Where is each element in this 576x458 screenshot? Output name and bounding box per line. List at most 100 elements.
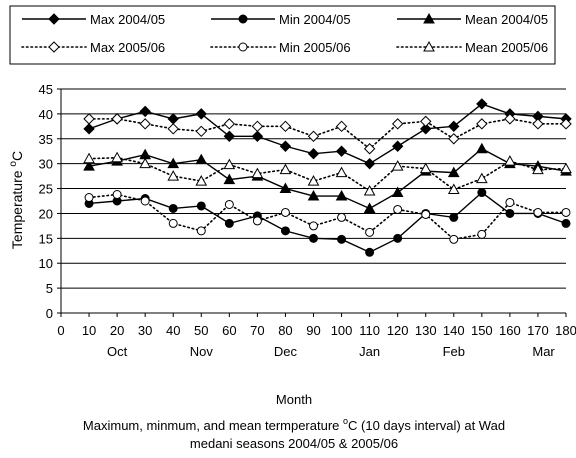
data-point bbox=[167, 123, 179, 135]
data-point bbox=[139, 157, 152, 169]
data-point bbox=[307, 148, 320, 160]
data-point bbox=[168, 218, 178, 228]
legend-marker bbox=[423, 40, 435, 52]
x-tick-label: 130 bbox=[415, 323, 437, 338]
data-point bbox=[363, 202, 376, 213]
legend: Max 2004/05 Min 2004/05 Mean 2004/05 Max 20… bbox=[21, 12, 548, 55]
x-tick-label: 40 bbox=[166, 323, 180, 338]
x-tick-label: 140 bbox=[443, 323, 465, 338]
series-line bbox=[88, 191, 567, 254]
legend-label: Max 2004/05 bbox=[90, 12, 165, 27]
series-1 bbox=[84, 188, 571, 257]
data-point bbox=[447, 183, 460, 195]
legend-item: Mean 2005/06 bbox=[396, 40, 548, 55]
legend-marker bbox=[238, 42, 248, 52]
data-point bbox=[391, 118, 404, 130]
data-point bbox=[280, 207, 290, 217]
data-point bbox=[448, 133, 460, 145]
data-point bbox=[224, 218, 234, 228]
data-point bbox=[309, 221, 318, 231]
y-tick-label: 10 bbox=[39, 256, 53, 271]
y-axis-title: Temperature oC bbox=[8, 151, 25, 249]
x-tick-label: 150 bbox=[471, 323, 493, 338]
series-line bbox=[88, 118, 567, 150]
data-point bbox=[477, 188, 487, 198]
data-point bbox=[307, 130, 320, 142]
data-point bbox=[447, 166, 460, 178]
x-tick-label: 80 bbox=[278, 323, 292, 338]
data-point bbox=[363, 185, 376, 196]
series-line bbox=[88, 103, 567, 165]
x-tick-label: 120 bbox=[387, 323, 409, 338]
data-point bbox=[223, 130, 236, 142]
data-point bbox=[335, 189, 348, 201]
data-point bbox=[167, 157, 180, 169]
y-tick-label: 30 bbox=[39, 157, 53, 172]
data-point bbox=[335, 145, 348, 157]
data-point bbox=[560, 118, 572, 130]
data-point bbox=[195, 125, 207, 138]
data-point bbox=[363, 143, 376, 155]
data-point bbox=[279, 120, 292, 133]
series-5 bbox=[83, 151, 572, 196]
data-point bbox=[337, 212, 347, 222]
x-tick-label: 30 bbox=[138, 323, 152, 338]
data-point bbox=[83, 160, 95, 171]
series-line bbox=[88, 147, 567, 210]
month-label: Feb bbox=[443, 344, 465, 359]
x-tick-label: 10 bbox=[82, 323, 96, 338]
data-point bbox=[476, 118, 488, 130]
x-tick-label: 60 bbox=[222, 323, 236, 338]
legend-label: Mean 2005/06 bbox=[465, 40, 548, 55]
data-point bbox=[111, 151, 123, 163]
month-label: Mar bbox=[532, 344, 555, 359]
legend-label: Min 2004/05 bbox=[279, 12, 351, 27]
data-point bbox=[83, 113, 95, 125]
data-point bbox=[195, 108, 207, 120]
data-point bbox=[251, 120, 264, 133]
data-point bbox=[505, 208, 515, 218]
y-tick-label: 20 bbox=[39, 206, 53, 221]
data-point bbox=[279, 182, 292, 194]
series-line bbox=[88, 193, 567, 241]
legend-item: Min 2004/05 bbox=[211, 12, 351, 27]
data-point bbox=[280, 226, 290, 236]
data-point bbox=[309, 233, 318, 243]
data-point bbox=[111, 113, 123, 125]
y-tick-label: 35 bbox=[39, 132, 53, 147]
series-4 bbox=[84, 190, 571, 244]
data-point bbox=[139, 148, 152, 160]
data-point bbox=[475, 142, 488, 154]
x-tick-label: 170 bbox=[527, 323, 549, 338]
y-tick-label: 0 bbox=[46, 306, 53, 321]
legend-item: Mean 2004/05 bbox=[397, 12, 548, 27]
data-point bbox=[83, 123, 95, 135]
x-tick-label: 20 bbox=[110, 323, 124, 338]
month-label: Jan bbox=[359, 344, 380, 359]
data-point bbox=[448, 120, 460, 133]
month-label: Oct bbox=[107, 344, 128, 359]
data-point bbox=[533, 207, 543, 217]
legend-marker bbox=[48, 41, 60, 53]
legend-item: Max 2004/05 bbox=[22, 12, 165, 27]
data-point bbox=[561, 207, 571, 217]
data-point bbox=[532, 163, 544, 175]
legend-marker bbox=[423, 12, 435, 24]
data-point bbox=[224, 199, 234, 209]
series-3 bbox=[83, 113, 572, 155]
data-point bbox=[475, 172, 488, 184]
data-point bbox=[560, 162, 572, 174]
axes bbox=[57, 88, 567, 317]
x-tick-label: 90 bbox=[306, 323, 320, 338]
y-tick-label: 25 bbox=[39, 182, 53, 197]
x-tick-label: 180 bbox=[555, 323, 576, 338]
legend-item: Max 2005/06 bbox=[21, 40, 165, 55]
data-point bbox=[419, 162, 432, 174]
data-point bbox=[476, 98, 488, 110]
caption-line-2: medani seasons 2004/05 & 2005/06 bbox=[190, 436, 398, 451]
data-point bbox=[365, 247, 375, 257]
data-point bbox=[391, 140, 404, 152]
data-point bbox=[420, 123, 432, 135]
y-tick-label: 5 bbox=[46, 281, 53, 296]
x-tick-label: 110 bbox=[359, 323, 380, 338]
